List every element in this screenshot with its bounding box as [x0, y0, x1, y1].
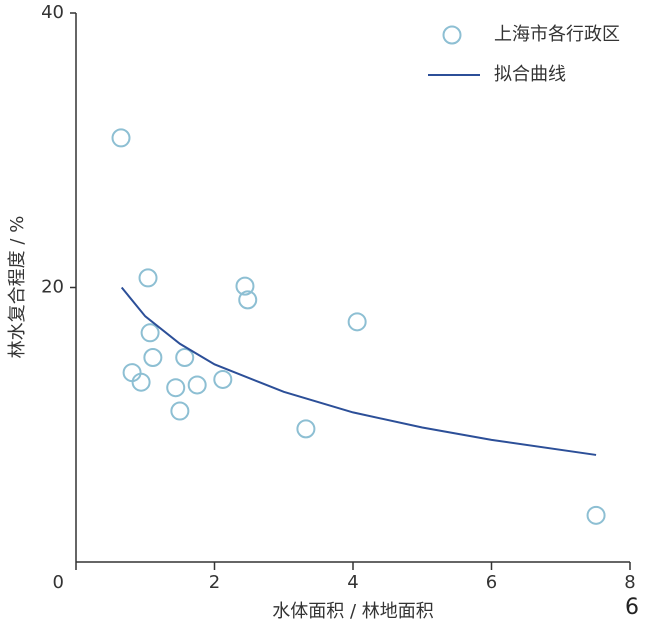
point — [235, 276, 255, 296]
point — [143, 347, 163, 367]
x-tick-label: 4 — [347, 572, 358, 593]
x-tick-label: 0 — [53, 572, 64, 593]
figure-number: 6 — [625, 595, 639, 620]
point — [131, 372, 151, 392]
legend-marker — [442, 25, 462, 45]
point — [111, 128, 131, 148]
point — [586, 505, 606, 525]
x-tick-label: 6 — [486, 572, 497, 593]
point — [347, 312, 367, 332]
x-axis-label: 水体面积 / 林地面积 — [272, 601, 434, 622]
point — [138, 268, 158, 288]
point — [170, 401, 190, 421]
x-tick-label: 2 — [209, 572, 220, 593]
point — [140, 323, 160, 343]
y-axis-label: 林水复合程度 / % — [7, 216, 28, 359]
y-tick-label: 20 — [41, 277, 64, 298]
point — [296, 419, 316, 439]
y-tick-label: 40 — [41, 2, 64, 23]
point — [166, 378, 186, 398]
point — [238, 290, 258, 310]
legend-label: 拟合曲线 — [494, 64, 566, 85]
point — [187, 375, 207, 395]
legend-label: 上海市各行政区 — [494, 24, 620, 45]
x-tick-label: 8 — [624, 572, 635, 593]
point — [175, 347, 195, 367]
point — [213, 369, 233, 389]
point — [122, 363, 142, 383]
fit-line — [120, 286, 597, 456]
